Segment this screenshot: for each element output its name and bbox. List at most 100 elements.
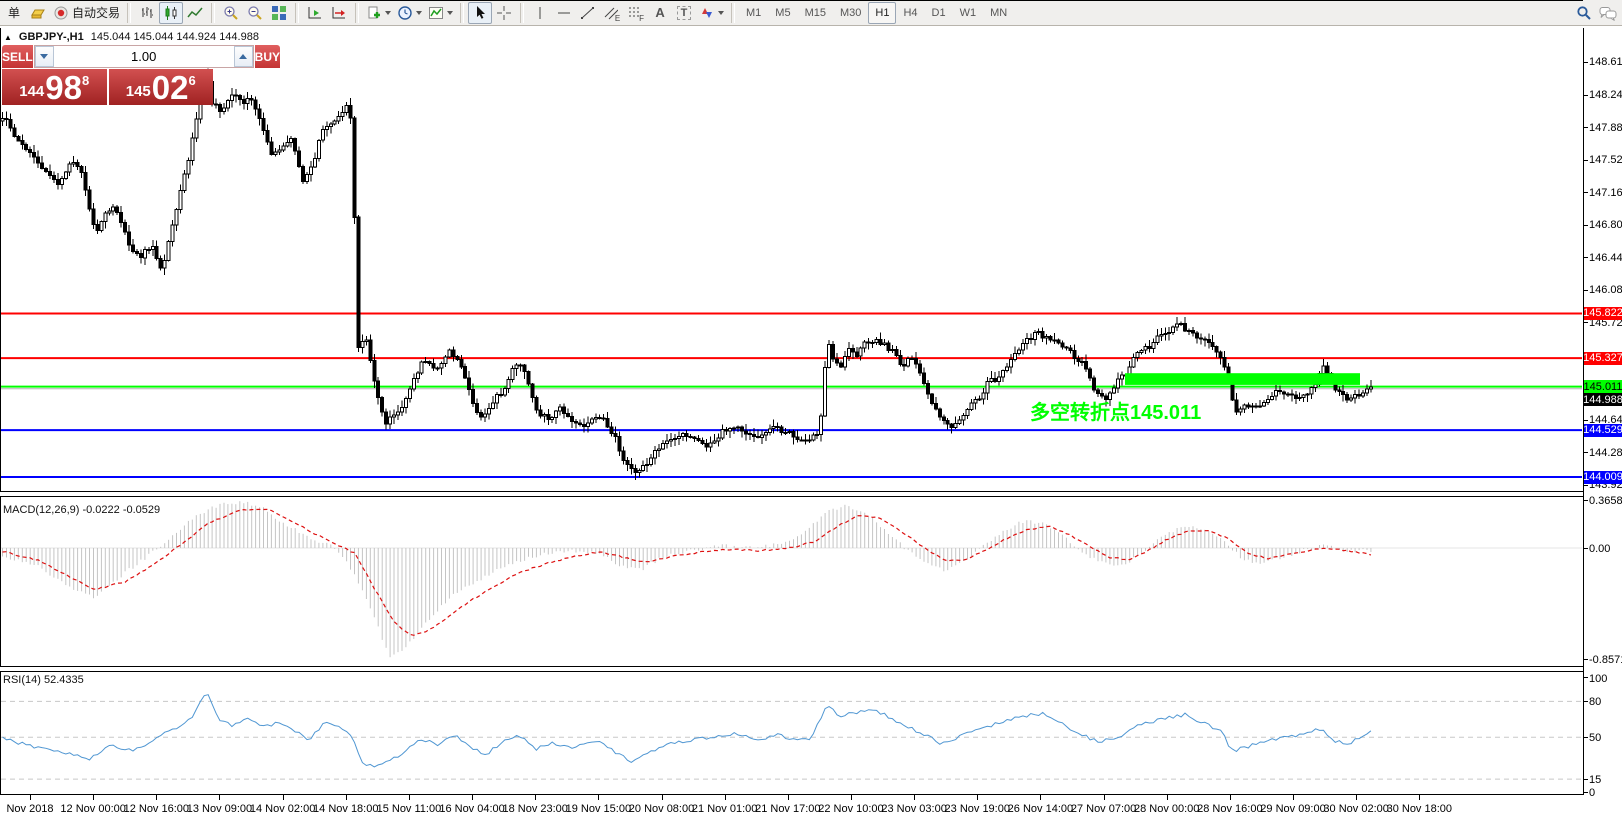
macd-tick-mark	[1583, 658, 1588, 660]
equidistant-channel-tool-button[interactable]: E	[600, 2, 624, 24]
horizontal-line-tool-button[interactable]	[552, 2, 576, 24]
dropdown-caret-icon	[416, 10, 423, 15]
time-tick-label: 12 Nov 00:00	[60, 803, 126, 815]
buy-price-big: 02	[151, 69, 189, 106]
time-tick-label: Nov 2018	[6, 803, 54, 815]
new-order-button[interactable]	[363, 2, 394, 24]
bar-chart-button[interactable]	[135, 2, 159, 24]
rsi-tick-label: 100	[1589, 672, 1608, 685]
period-button[interactable]	[394, 2, 425, 24]
time-tick-mark	[345, 795, 347, 800]
autotrading-button[interactable]: 自动交易	[50, 2, 123, 24]
text-label-tool-button[interactable]: T	[672, 2, 696, 24]
one-click-trading-panel: SELL BUY 144 98 8 145 02 6	[2, 45, 281, 106]
new-order-text-button[interactable]: 单	[7, 6, 20, 20]
triangle-up-icon	[239, 54, 248, 59]
price-tick-mark	[1583, 61, 1588, 63]
timeframe-d1-button[interactable]: D1	[931, 6, 946, 19]
time-tick-label: 21 Nov 01:00	[691, 803, 758, 815]
search-button[interactable]	[1572, 2, 1596, 24]
timeframe-m30-button[interactable]: M30	[839, 6, 862, 19]
buy-button[interactable]: BUY	[254, 45, 281, 68]
auto-scroll-icon	[332, 6, 346, 18]
gold-bar-button[interactable]	[26, 2, 50, 24]
vertical-line-tool-button[interactable]	[528, 2, 552, 24]
price-marker-label: 144.988	[1583, 393, 1622, 407]
time-tick-label: 22 Nov 10:00	[818, 803, 884, 815]
time-tick-mark	[914, 795, 916, 800]
timeframe-h1-button[interactable]: H1	[868, 1, 897, 24]
time-tick-mark	[282, 795, 284, 800]
triangle-down-icon	[40, 54, 49, 59]
dropdown-caret-icon	[447, 10, 454, 15]
arrows-tool-button[interactable]	[696, 2, 727, 24]
clock-icon	[398, 5, 412, 20]
timeframe-m1-button[interactable]: M1	[746, 6, 762, 19]
time-tick-mark	[977, 795, 979, 800]
time-tick-mark	[661, 795, 663, 800]
price-tick-label: 148.240	[1589, 89, 1622, 102]
sell-button[interactable]: SELL	[2, 45, 33, 68]
text-tool-button[interactable]: A	[648, 2, 672, 24]
price-tick-mark	[1583, 452, 1588, 454]
time-tick-label: 28 Nov 16:00	[1197, 803, 1263, 815]
chart-left-border	[0, 28, 1, 795]
time-tick-mark	[1356, 795, 1358, 800]
auto-scroll-button[interactable]	[327, 2, 351, 24]
channel-sub-letter: E	[614, 13, 621, 23]
sell-price-sup: 8	[82, 73, 90, 88]
timeframe-mn-button[interactable]: MN	[990, 6, 1008, 19]
zoom-in-button[interactable]	[219, 2, 243, 24]
channel-icon	[604, 7, 618, 19]
macd-rsi-pane-separator[interactable]	[0, 666, 1583, 672]
time-tick-label: 15 Nov 11:00	[376, 803, 442, 815]
macd-tick-label: 0.00	[1589, 543, 1611, 555]
fibonacci-tool-button[interactable]: F	[624, 2, 648, 24]
time-tick-mark	[408, 795, 410, 800]
buy-price-display[interactable]: 145 02 6	[108, 69, 213, 106]
text-tool-icon: A	[655, 5, 665, 20]
dropdown-caret-icon	[718, 10, 725, 15]
chat-button[interactable]	[1596, 2, 1620, 24]
candlestick-chart-icon	[165, 5, 177, 20]
panel-toggle-icon[interactable]: ▲	[4, 32, 12, 42]
price-tick-mark	[1583, 322, 1588, 324]
autotrading-label: 自动交易	[72, 6, 121, 20]
line-chart-button[interactable]	[183, 2, 207, 24]
arrows-tool-icon	[702, 7, 713, 18]
buy-price-prefix: 145	[125, 83, 151, 100]
zoom-in-icon	[224, 5, 238, 20]
price-tick-mark	[1583, 257, 1588, 259]
trendline-tool-button[interactable]	[576, 2, 600, 24]
volume-increment-button[interactable]	[233, 46, 253, 67]
volume-input[interactable]	[53, 46, 234, 67]
timeframe-h4-button[interactable]: H4	[903, 6, 918, 19]
timeframe-m15-button[interactable]: M15	[804, 6, 826, 19]
chart-shift-button[interactable]	[303, 2, 327, 24]
volume-decrement-button[interactable]	[34, 46, 54, 67]
cursor-button[interactable]	[468, 1, 493, 24]
time-tick-mark	[1166, 795, 1168, 800]
timeframe-m5-button[interactable]: M5	[775, 6, 791, 19]
zoom-out-icon	[248, 5, 262, 20]
rsi-tick-label: 50	[1589, 732, 1602, 745]
price-tick-label: 148.610	[1589, 56, 1622, 68]
candlestick-chart-button[interactable]	[159, 1, 184, 24]
chart-bottom-border	[0, 794, 1584, 795]
price-tick-label: 146.440	[1589, 251, 1622, 264]
timeframe-w1-button[interactable]: W1	[959, 6, 977, 19]
price-marker-label: 145.822	[1583, 306, 1622, 320]
time-tick-mark	[1229, 795, 1231, 800]
main-macd-pane-separator[interactable]	[0, 491, 1583, 497]
sell-price-display[interactable]: 144 98 8	[2, 69, 107, 105]
indicators-button[interactable]	[425, 2, 456, 24]
rsi-indicator-label: RSI(14) 52.4335	[3, 674, 84, 686]
time-tick-label: 26 Nov 14:00	[1007, 803, 1074, 815]
tile-windows-button[interactable]	[267, 2, 291, 24]
time-tick-mark	[1419, 795, 1421, 800]
crosshair-button[interactable]	[492, 2, 516, 24]
zoom-out-button[interactable]	[243, 2, 267, 24]
price-tick-label: 147.160	[1589, 186, 1622, 199]
